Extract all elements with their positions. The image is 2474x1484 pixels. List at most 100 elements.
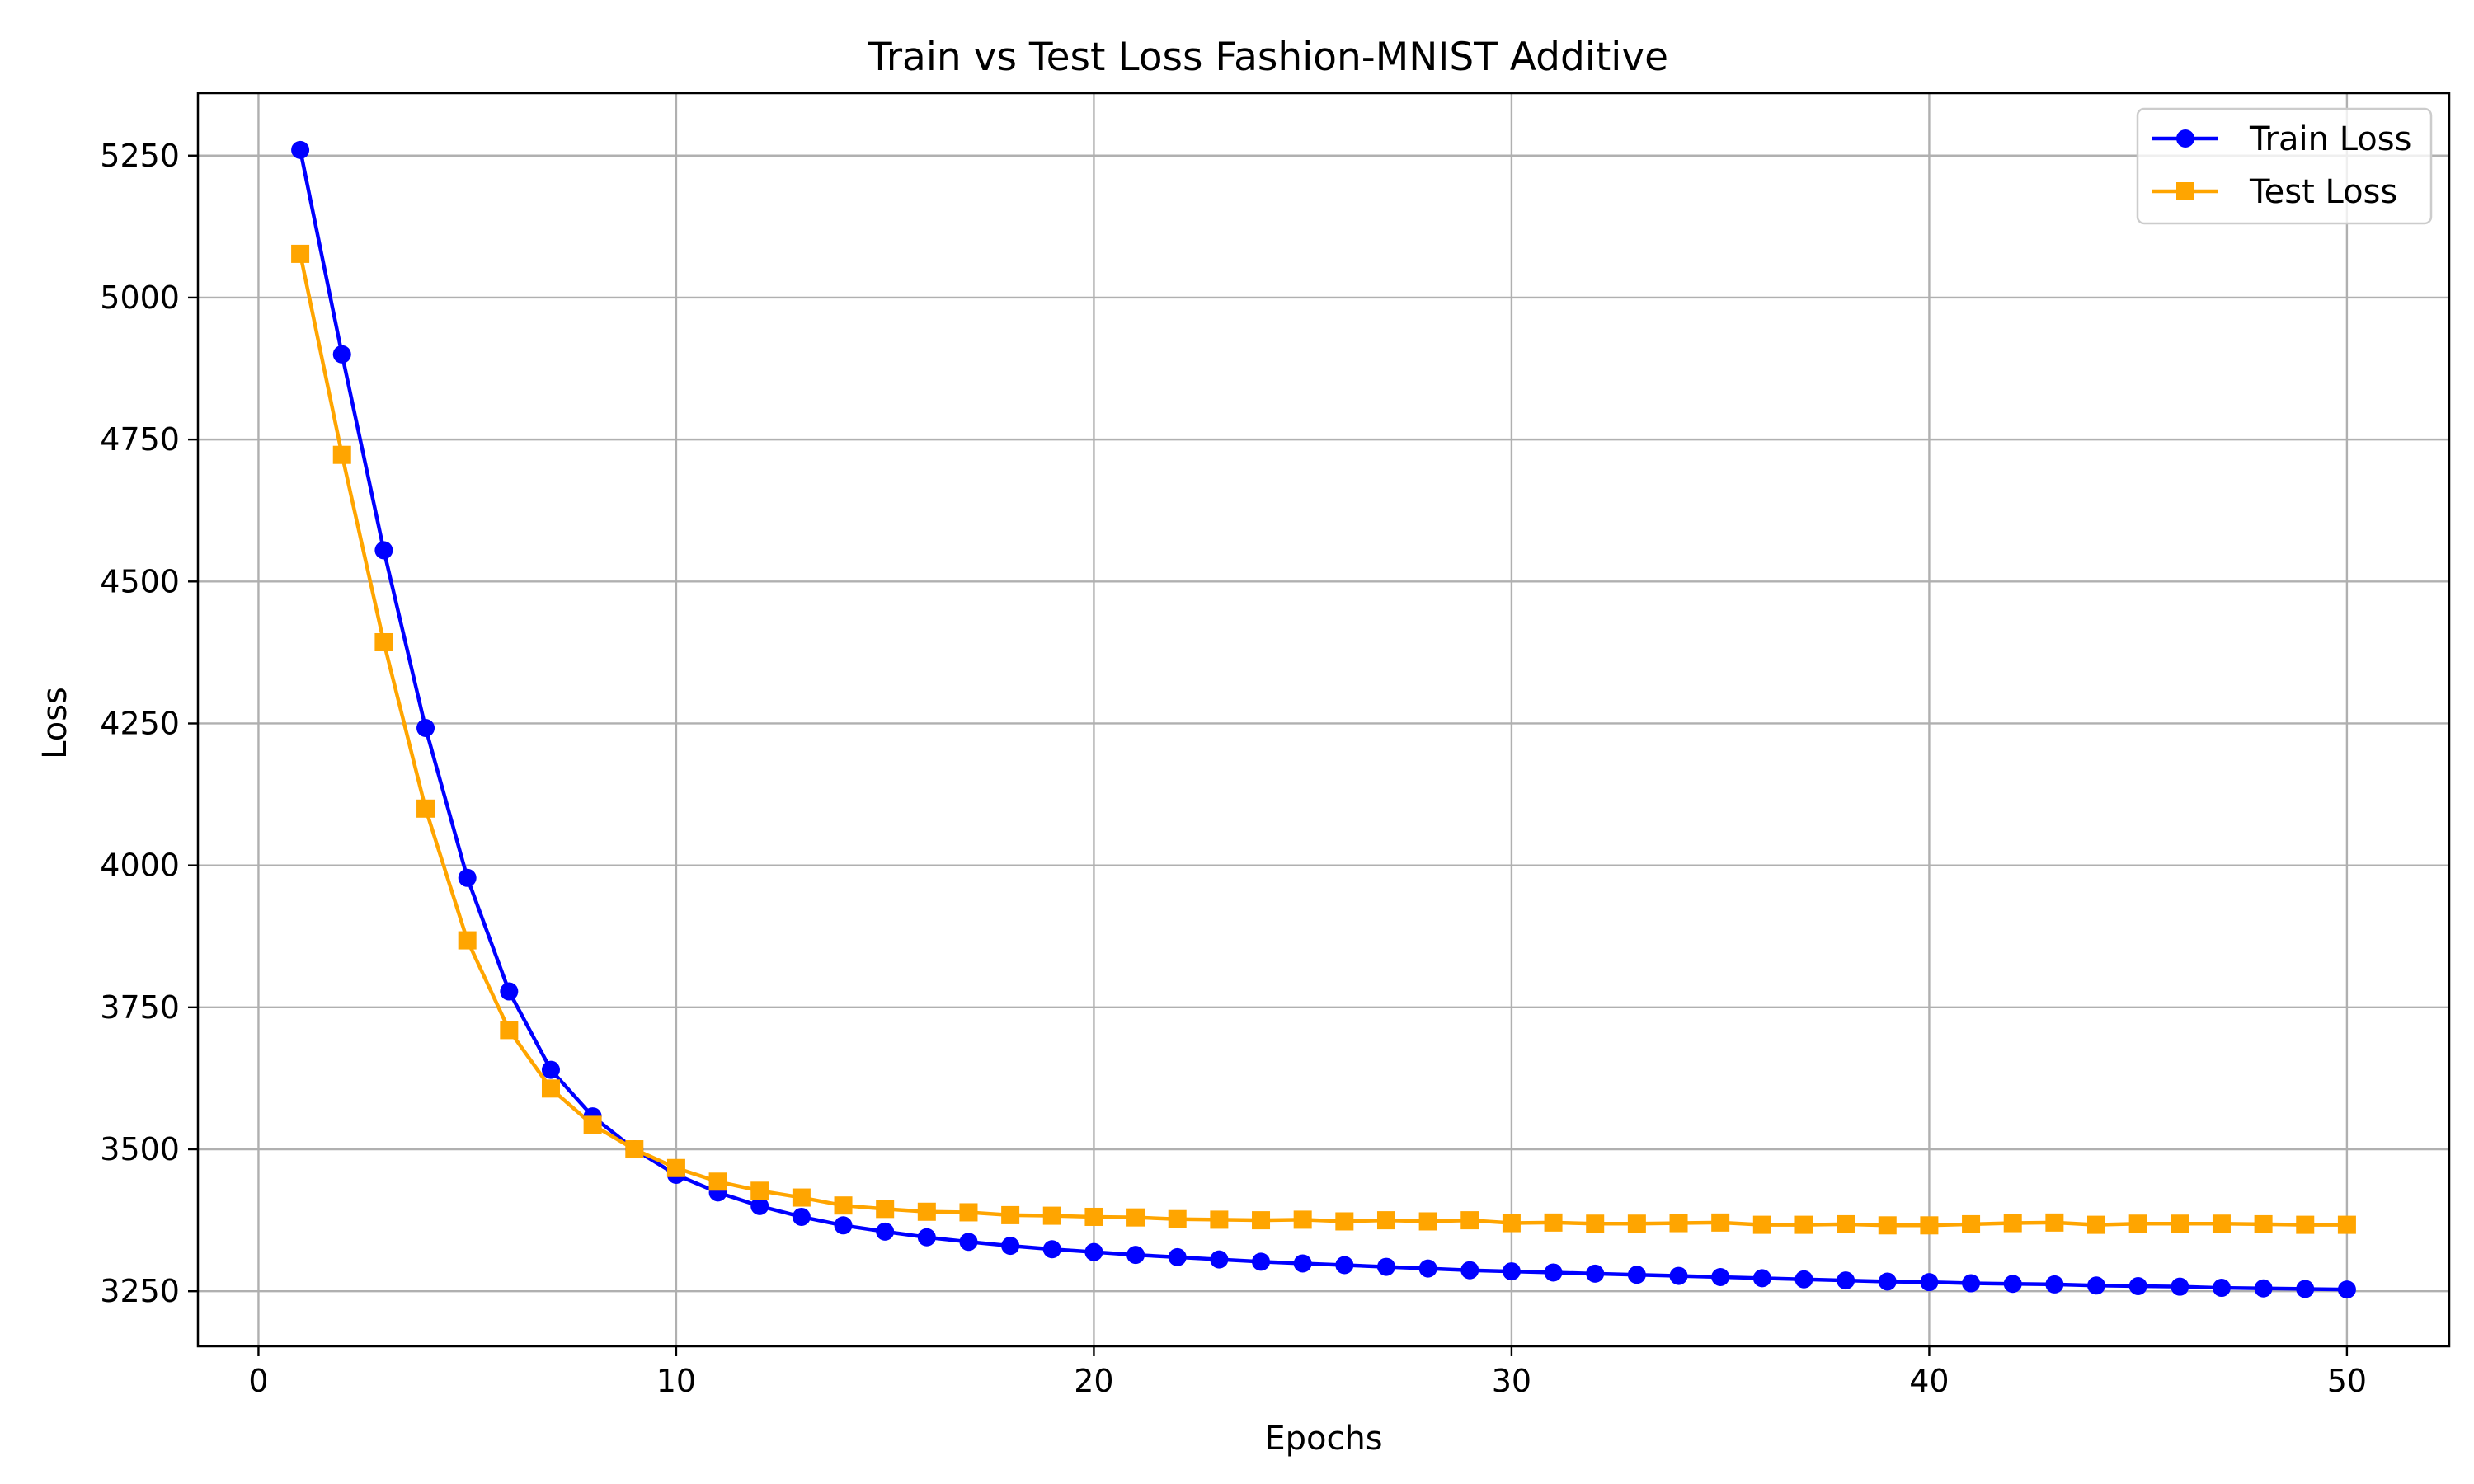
x-tick-label: 30 <box>1492 1363 1531 1399</box>
test-loss-point <box>959 1203 978 1222</box>
test-loss-point <box>1627 1214 1646 1233</box>
test-loss-point <box>1544 1213 1563 1232</box>
y-tick-label: 4250 <box>100 705 180 741</box>
test-loss-point <box>1376 1211 1395 1230</box>
test-loss-point <box>1837 1214 1856 1233</box>
test-loss-point <box>1920 1216 1939 1235</box>
test-loss-point <box>1001 1205 1020 1224</box>
train-loss-point <box>1376 1257 1395 1276</box>
train-loss-point <box>2045 1275 2064 1294</box>
test-loss-point <box>1293 1210 1312 1229</box>
test-loss-point <box>2003 1214 2022 1233</box>
train-loss-point <box>1126 1246 1145 1265</box>
series-layer <box>291 140 2356 1299</box>
train-loss-point <box>2337 1280 2356 1299</box>
test-loss-point <box>458 931 477 950</box>
train-loss-point <box>1252 1252 1271 1271</box>
test-loss-point <box>2128 1214 2147 1233</box>
plot-frame <box>196 92 2451 1348</box>
test-loss-point <box>583 1115 602 1134</box>
test-loss-point <box>708 1172 727 1191</box>
train-loss-point <box>1168 1247 1187 1266</box>
train-loss-point <box>876 1222 895 1241</box>
train-loss-point <box>1920 1273 1939 1292</box>
grid-layer <box>198 93 2449 1346</box>
x-axis-title: Epochs <box>1264 1420 1382 1458</box>
test-loss-point <box>625 1140 644 1159</box>
test-loss-point <box>2045 1213 2064 1232</box>
y-tick-label: 5000 <box>100 279 180 316</box>
chart-title: Train vs Test Loss Fashion-MNIST Additiv… <box>868 35 1668 80</box>
test-loss-point <box>2337 1215 2356 1234</box>
train-loss-point <box>2212 1279 2231 1298</box>
train-loss-point <box>1752 1269 1771 1288</box>
train-loss-point <box>291 140 310 159</box>
train-loss-point <box>1502 1262 1521 1281</box>
train-loss-point <box>332 345 351 364</box>
test-loss-point <box>291 244 310 263</box>
y-tick-label: 4750 <box>100 421 180 458</box>
x-tick-label: 50 <box>2327 1363 2367 1399</box>
test-loss-point <box>416 799 435 818</box>
train-loss-point <box>541 1060 560 1079</box>
train-loss-point <box>1627 1266 1646 1284</box>
tick-layer: 0 10 20 30 40 50 3250 3500 3750 4000 4250 4500 4750 5… <box>100 138 2367 1399</box>
legend-test-label: Test Loss <box>2249 173 2397 211</box>
test-loss-point <box>834 1196 853 1215</box>
test-loss-point <box>1669 1214 1688 1233</box>
train-loss-point <box>2171 1277 2189 1296</box>
test-loss-point <box>2212 1214 2231 1233</box>
y-tick-label: 5250 <box>100 138 180 174</box>
test-loss-point <box>1460 1211 1479 1230</box>
test-loss-point <box>2087 1215 2106 1234</box>
train-loss-point <box>750 1196 769 1215</box>
train-loss-point <box>2003 1275 2022 1294</box>
train-loss-point <box>1878 1272 1897 1291</box>
test-loss-point <box>876 1200 895 1219</box>
test-loss-point <box>1126 1208 1145 1227</box>
train-loss-point <box>1418 1259 1437 1278</box>
test-loss-point <box>1084 1207 1103 1226</box>
test-loss-point <box>1502 1214 1521 1233</box>
y-tick-label: 4000 <box>100 848 180 884</box>
train-loss-point <box>458 868 477 887</box>
x-tick-label: 40 <box>1909 1363 1949 1399</box>
test-loss-point <box>1042 1206 1061 1225</box>
test-loss-point <box>1418 1212 1437 1231</box>
train-loss-point <box>1042 1240 1061 1259</box>
legend-test-marker <box>2176 182 2194 200</box>
x-tick-label: 20 <box>1074 1363 1113 1399</box>
legend-train-marker <box>2176 129 2194 148</box>
train-loss-point <box>1001 1237 1020 1256</box>
test-loss-point <box>2171 1214 2189 1233</box>
train-loss-point <box>1711 1267 1730 1286</box>
train-loss-point <box>1794 1270 1813 1289</box>
test-loss-point <box>374 632 393 651</box>
x-tick-label: 10 <box>656 1363 696 1399</box>
train-loss-point <box>792 1207 811 1226</box>
test-loss-point <box>1335 1212 1354 1231</box>
test-loss-point <box>2296 1215 2315 1234</box>
legend-train-label: Train Loss <box>2249 120 2411 158</box>
test-loss-point <box>1962 1214 1981 1233</box>
train-loss-point <box>917 1228 936 1247</box>
train-loss-point <box>1962 1274 1981 1293</box>
train-loss-point <box>1335 1256 1354 1275</box>
train-loss-point <box>834 1216 853 1235</box>
train-loss-point <box>1460 1261 1479 1280</box>
test-loss-point <box>500 1021 519 1040</box>
test-loss-point <box>1586 1214 1605 1233</box>
train-loss-point <box>1544 1263 1563 1282</box>
y-tick-label: 4500 <box>100 563 180 599</box>
train-loss-point <box>1669 1266 1688 1285</box>
train-loss-point <box>2296 1280 2315 1298</box>
train-loss-point <box>374 541 393 560</box>
train-loss-point <box>959 1233 978 1252</box>
train-loss-point <box>1293 1254 1312 1273</box>
train-loss-markers <box>291 140 2356 1299</box>
test-loss-point <box>332 445 351 464</box>
legend: Train Loss Test Loss <box>2136 107 2433 225</box>
test-loss-point <box>917 1202 936 1221</box>
